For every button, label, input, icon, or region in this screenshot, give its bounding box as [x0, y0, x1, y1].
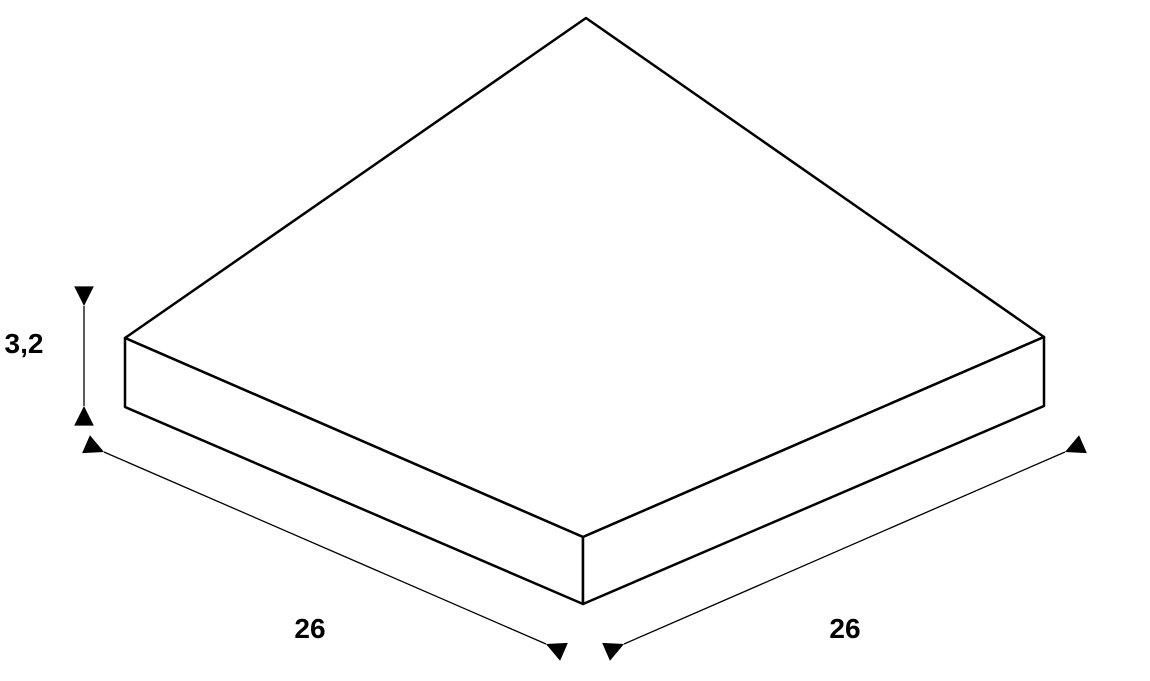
- isometric-diagram: 3,2 26 26: [0, 0, 1150, 681]
- diagram.dimensions.height.value: 3,2: [5, 328, 44, 359]
- diagram.dimensions.width_left.value: 26: [294, 613, 325, 644]
- depth-right-arrow-start-icon: [602, 643, 624, 661]
- height-arrow-bottom-icon: [74, 406, 94, 426]
- width-left-arrow-end-icon: [546, 643, 568, 661]
- depth-right-arrow-end-icon: [1065, 435, 1087, 453]
- diagram.dimensions.depth_right.value: 26: [829, 613, 860, 644]
- width-left-arrow-start-icon: [82, 435, 104, 453]
- height-arrow-top-icon: [74, 286, 94, 306]
